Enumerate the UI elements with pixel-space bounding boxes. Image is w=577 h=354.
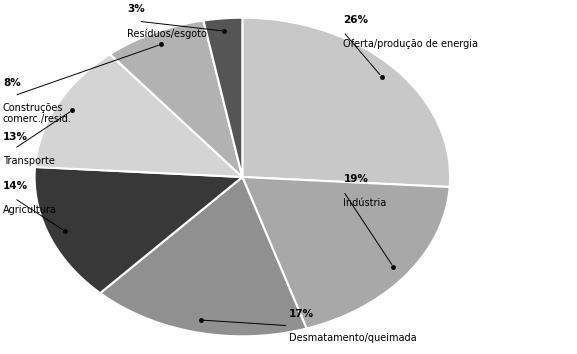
Text: 8%: 8%	[3, 79, 21, 88]
Text: 13%: 13%	[3, 132, 28, 142]
Text: Indústria: Indústria	[343, 198, 387, 208]
Polygon shape	[242, 177, 449, 329]
Polygon shape	[242, 18, 450, 187]
Text: Resíduos/esgoto: Resíduos/esgoto	[127, 28, 207, 39]
Polygon shape	[100, 177, 306, 336]
Text: 19%: 19%	[343, 174, 368, 184]
Text: 17%: 17%	[288, 309, 314, 319]
Text: Oferta/produção de energia: Oferta/produção de energia	[343, 39, 478, 49]
Text: Desmatamento/queimada: Desmatamento/queimada	[288, 333, 416, 343]
Text: 3%: 3%	[127, 4, 145, 14]
Text: Agricultura: Agricultura	[3, 205, 57, 215]
Text: Transporte: Transporte	[3, 156, 55, 166]
Text: 26%: 26%	[343, 15, 368, 25]
Polygon shape	[35, 167, 242, 293]
Text: Construções
comerc./resid.: Construções comerc./resid.	[3, 103, 72, 124]
Text: 14%: 14%	[3, 181, 28, 191]
Polygon shape	[204, 18, 242, 177]
Polygon shape	[110, 21, 242, 177]
Polygon shape	[35, 54, 242, 177]
